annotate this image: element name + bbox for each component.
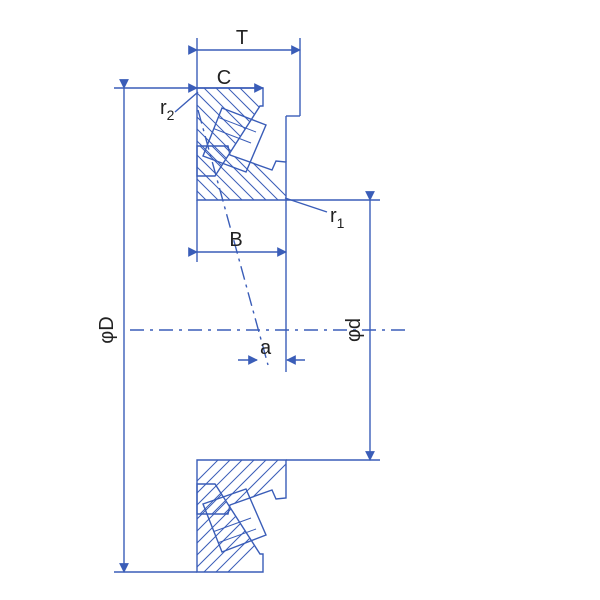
- dimension-T: [197, 38, 300, 116]
- label-C: C: [217, 67, 231, 89]
- inner-ring-top-hatch: [180, 90, 300, 294]
- label-phiD: φD: [96, 316, 118, 343]
- dimension-phiD: [114, 88, 197, 572]
- label-B: B: [229, 229, 242, 251]
- label-phid: φd: [343, 318, 365, 342]
- label-a: a: [260, 337, 272, 359]
- dimension-a: [238, 262, 305, 372]
- label-T: T: [236, 27, 248, 49]
- label-r1: r1: [330, 205, 345, 231]
- leader-r2: [175, 92, 198, 112]
- inner-ring-bottom-hatch: [180, 378, 300, 570]
- roller-bottom: [203, 489, 266, 552]
- bearing-cross-section-diagram: T C B a r1 r2 φD φd: [0, 0, 600, 600]
- label-r2: r2: [160, 97, 175, 123]
- labels: T C B a r1 r2 φD φd: [96, 27, 365, 359]
